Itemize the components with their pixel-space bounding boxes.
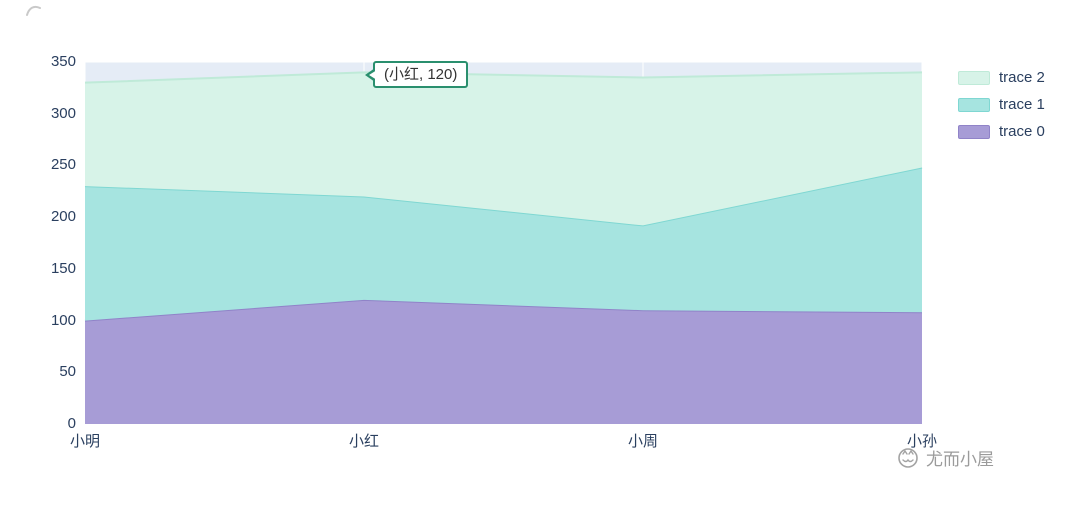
corner-mark-icon — [24, 2, 44, 23]
legend-label: trace 2 — [999, 69, 1045, 86]
legend-label: trace 0 — [999, 123, 1045, 140]
legend-item-trace-2[interactable]: trace 2 — [958, 64, 1045, 91]
watermark: 尤而小屋 — [896, 445, 994, 470]
tooltip-text: (小红, 120) — [384, 66, 458, 83]
hover-tooltip: (小红, 120) — [373, 61, 469, 88]
legend: trace 2 trace 1 trace 0 — [958, 64, 1045, 145]
area-trace-0[interactable] — [85, 299, 922, 424]
legend-swatch — [958, 124, 990, 139]
legend-swatch — [958, 70, 990, 85]
watermark-logo-icon — [896, 446, 920, 470]
watermark-text: 尤而小屋 — [926, 450, 994, 469]
legend-label: trace 1 — [999, 96, 1045, 113]
legend-item-trace-1[interactable]: trace 1 — [958, 91, 1045, 118]
area-trace-2[interactable] — [85, 72, 922, 226]
legend-swatch — [958, 97, 990, 112]
line-trace-2 — [84, 71, 923, 84]
area-trace-1[interactable] — [85, 167, 922, 321]
legend-item-trace-0[interactable]: trace 0 — [958, 118, 1045, 145]
